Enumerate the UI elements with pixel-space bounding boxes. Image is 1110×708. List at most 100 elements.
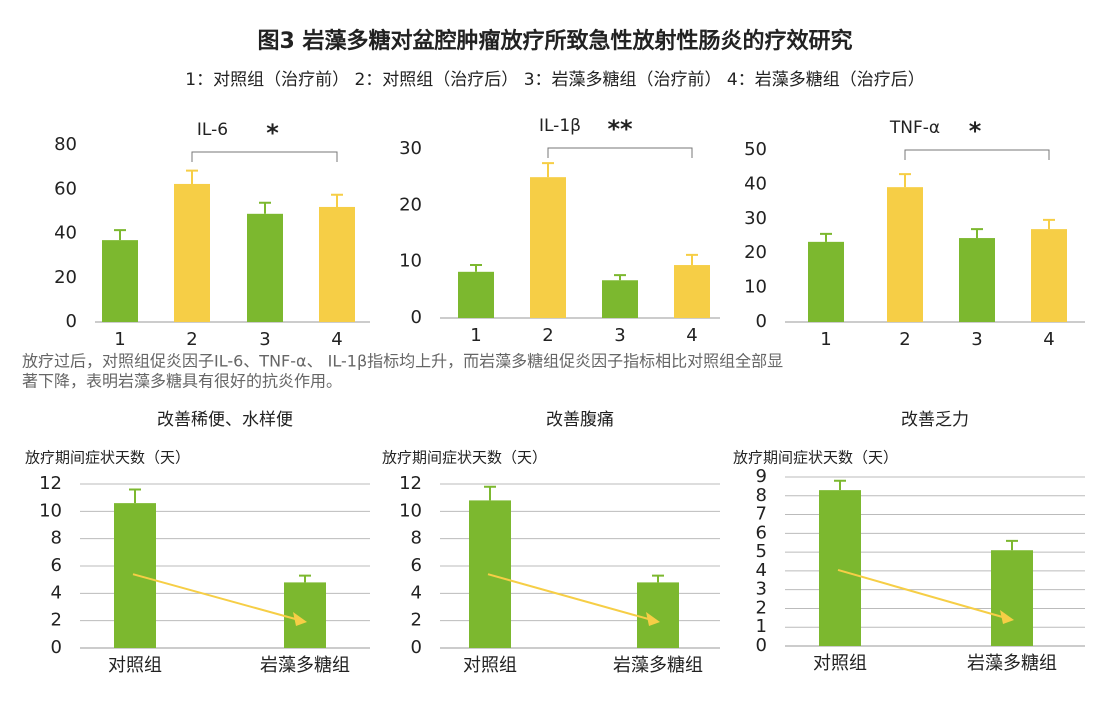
- x-tick-label: 对照组: [108, 655, 162, 676]
- y-tick-label: 50: [744, 139, 767, 160]
- significance-bracket: [547, 147, 693, 158]
- y-tick-label: 2: [51, 610, 62, 631]
- error-bar: [470, 264, 482, 272]
- chart-title: IL-6: [197, 120, 228, 140]
- bar: [174, 183, 210, 322]
- bar: [530, 177, 566, 318]
- x-tick-label: 岩藻多糖组: [613, 655, 703, 676]
- chart-title: TNF-α: [889, 118, 940, 138]
- arrow-head: [293, 612, 307, 626]
- significance-bracket: [191, 151, 338, 162]
- y-tick-label: 4: [411, 582, 422, 603]
- error-bar: [834, 479, 846, 491]
- y-tick-label: 7: [756, 504, 767, 525]
- error-bar: [614, 274, 626, 281]
- x-tick-label: 4: [686, 325, 697, 346]
- trend-arrow: [837, 568, 1007, 619]
- y-tick-label: 4: [51, 582, 62, 603]
- bar: [887, 187, 923, 322]
- x-tick-label: 3: [614, 325, 625, 346]
- arrow-head: [1000, 610, 1014, 624]
- y-tick-label: 0: [756, 635, 767, 656]
- y-tick-label: 0: [51, 637, 62, 658]
- y-tick-label: 30: [399, 138, 422, 159]
- y-tick-label: 2: [411, 610, 422, 631]
- y-tick-label: 40: [744, 173, 767, 194]
- y-tick-label: 4: [756, 560, 767, 581]
- y-axis-label: 放疗期间症状天数（天）: [25, 449, 190, 467]
- significance: **: [607, 115, 633, 143]
- x-tick-label: 2: [542, 325, 553, 346]
- bar: [991, 550, 1033, 646]
- legend-note: 1：对照组（治疗前） 2：对照组（治疗后） 3：岩藻多糖组（治疗前） 4：岩藻多…: [185, 70, 924, 90]
- caption: 放疗过后，对照组促炎因子IL-6、TNF-α、 IL-1β指标均上升，而岩藻多糖…: [22, 352, 783, 371]
- bar: [458, 271, 494, 318]
- significance: *: [969, 117, 982, 145]
- x-tick-label: 3: [259, 329, 270, 350]
- significance: *: [266, 119, 279, 147]
- error-bar: [652, 574, 664, 583]
- y-tick-label: 20: [399, 194, 422, 215]
- x-tick-label: 对照组: [813, 653, 867, 674]
- y-tick-label: 8: [411, 528, 422, 549]
- y-tick-label: 12: [399, 473, 422, 494]
- y-tick-label: 0: [756, 311, 767, 332]
- error-bar: [899, 173, 911, 188]
- error-bar: [971, 228, 983, 239]
- error-bar: [484, 485, 496, 501]
- y-tick-label: 30: [744, 208, 767, 229]
- bar: [674, 265, 710, 318]
- x-tick-label: 2: [186, 329, 197, 350]
- y-tick-label: 10: [399, 251, 422, 272]
- y-tick-label: 5: [756, 541, 767, 562]
- bar: [602, 280, 638, 318]
- bar: [1031, 229, 1067, 322]
- x-tick-label: 4: [1043, 329, 1054, 350]
- error-bar: [186, 169, 198, 184]
- y-tick-label: 8: [51, 528, 62, 549]
- bar: [247, 213, 283, 322]
- trend-arrow: [487, 573, 653, 621]
- y-tick-label: 9: [756, 466, 767, 487]
- y-tick-label: 20: [54, 267, 77, 288]
- x-tick-label: 3: [971, 329, 982, 350]
- error-bar: [686, 253, 698, 266]
- y-tick-label: 8: [756, 485, 767, 506]
- y-tick-label: 1: [756, 616, 767, 637]
- error-bar: [129, 488, 141, 504]
- x-tick-label: 1: [820, 329, 831, 350]
- y-tick-label: 2: [756, 597, 767, 618]
- error-bar: [114, 229, 126, 241]
- x-tick-label: 2: [899, 329, 910, 350]
- bar: [819, 490, 861, 646]
- error-bar: [820, 232, 832, 242]
- y-tick-label: 0: [66, 311, 77, 332]
- y-tick-label: 80: [54, 134, 77, 155]
- y-tick-label: 0: [411, 307, 422, 328]
- error-bar: [1006, 539, 1018, 551]
- x-tick-label: 1: [114, 329, 125, 350]
- y-tick-label: 10: [399, 500, 422, 521]
- bar: [959, 238, 995, 322]
- chart-title: 改善腹痛: [546, 410, 614, 430]
- chart-title: 改善稀便、水样便: [157, 410, 293, 430]
- page-title: 图3 岩藻多糖对盆腔肿瘤放疗所致急性放射性肠炎的疗效研究: [258, 28, 853, 54]
- y-tick-label: 40: [54, 223, 77, 244]
- y-axis-label: 放疗期间症状天数（天）: [382, 449, 547, 467]
- caption: 著下降，表明岩藻多糖具有很好的抗炎作用。: [22, 372, 342, 391]
- y-tick-label: 10: [39, 500, 62, 521]
- error-bar: [1043, 218, 1055, 230]
- y-tick-label: 6: [411, 555, 422, 576]
- bar: [808, 241, 844, 322]
- y-axis-label: 放疗期间症状天数（天）: [733, 449, 898, 467]
- trend-arrow: [132, 573, 300, 621]
- bar: [284, 582, 326, 648]
- x-tick-label: 4: [331, 329, 342, 350]
- y-tick-label: 0: [411, 637, 422, 658]
- y-tick-label: 3: [756, 579, 767, 600]
- x-tick-label: 岩藻多糖组: [967, 653, 1057, 674]
- significance-bracket: [904, 149, 1050, 160]
- chart-title: IL-1β: [539, 116, 581, 136]
- arrow-head: [646, 612, 660, 626]
